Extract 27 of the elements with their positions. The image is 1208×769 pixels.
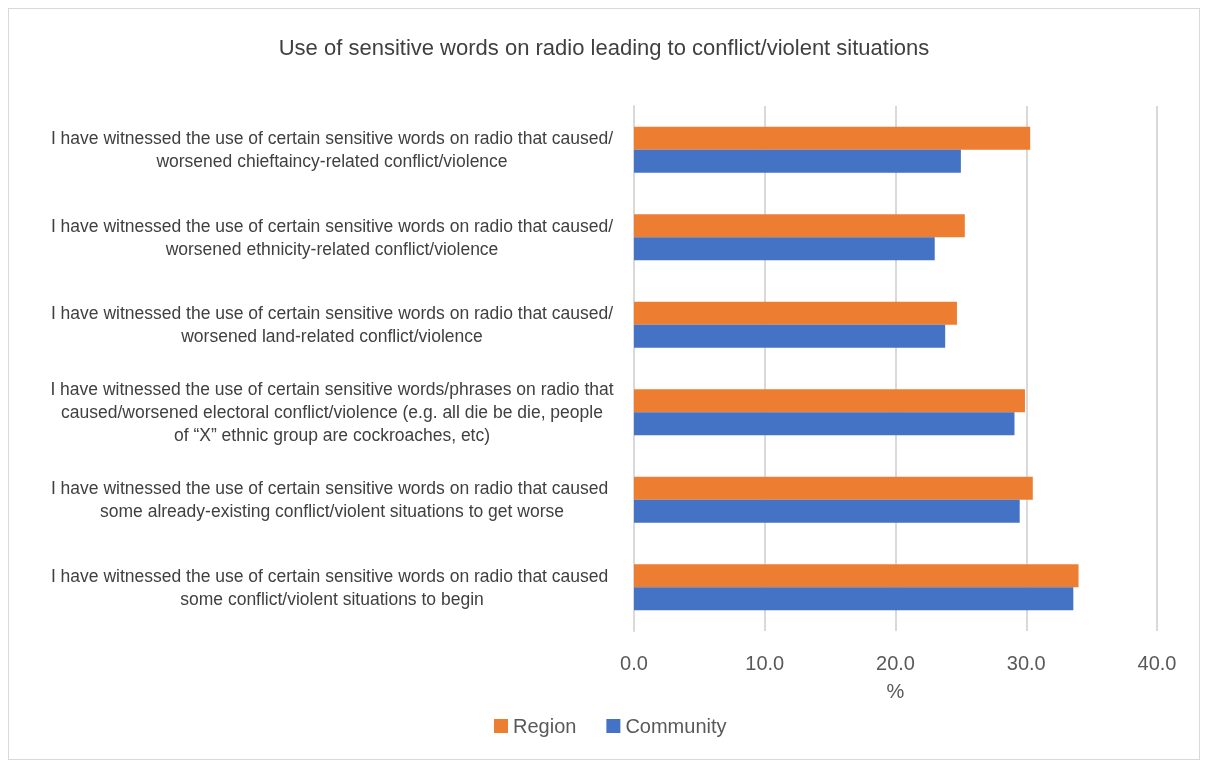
x-tick-label: 0.0	[620, 652, 648, 674]
y-tick-label: I have witnessed the use of certain sensitive words on radio that caused/worsened ethnicity-related conflict/violence	[50, 215, 614, 259]
x-tick-label: 40.0	[1137, 652, 1177, 674]
legend-label: Region	[513, 715, 577, 737]
y-tick-label: I have witnessed the use of certain sensitive words on radio that caused/worsened chieftaincy-related conflict/violence	[50, 128, 614, 172]
bar	[634, 587, 1074, 611]
bar	[634, 126, 1031, 150]
bar	[634, 237, 935, 261]
chart-title: Use of sensitive words on radio leading to conflict/violent situations	[278, 34, 930, 60]
y-tick-label: I have witnessed the use of certain sensitive words on radio that caused/worsened land-related conflict/violence	[50, 303, 614, 347]
bar	[634, 412, 1015, 436]
y-tick-label: I have witnessed the use of certain sensitive words/phrases on radio that caused/worsened electoral conflict/violence (e.g. all die be die, people of “X” ethnic group are cockroaches, etc)	[50, 379, 614, 446]
x-tick-label: 30.0	[1006, 652, 1046, 674]
y-tick-label: I have witnessed the use of certain sensitive words on radio that caused some already-existing conflict/violent situations to get worse	[50, 478, 614, 522]
x-axis-title: %	[886, 680, 905, 702]
bar	[634, 389, 1025, 413]
bar	[634, 324, 946, 348]
bar	[634, 214, 965, 238]
bar	[634, 149, 961, 173]
x-tick-label: 20.0	[876, 652, 915, 674]
y-tick-label: I have witnessed the use of certain sensitive words on radio that caused some conflict/violent situations to begin	[50, 565, 614, 609]
legend-label: Community	[625, 715, 727, 737]
bar	[634, 301, 957, 325]
bar	[634, 499, 1020, 523]
bar	[634, 564, 1079, 588]
bar	[634, 476, 1033, 500]
x-tick-label: 10.0	[745, 652, 785, 674]
